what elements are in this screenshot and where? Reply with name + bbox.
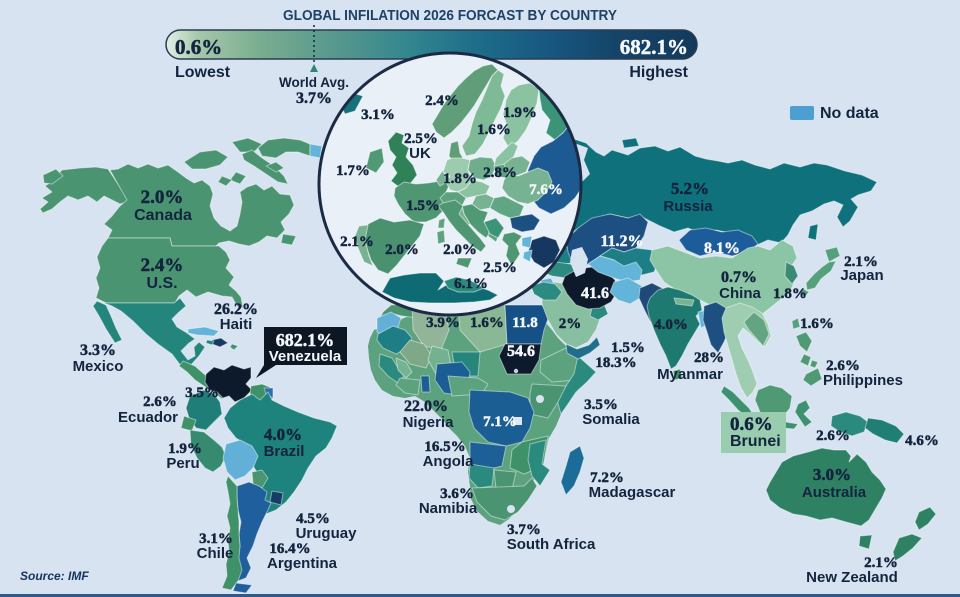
svg-text:3.7%: 3.7% [296, 90, 332, 107]
svg-text:Haiti: Haiti [220, 316, 253, 333]
svg-text:3.5%: 3.5% [185, 385, 219, 401]
svg-text:4.5%: 4.5% [296, 511, 330, 527]
svg-text:0.7%: 0.7% [721, 269, 757, 286]
svg-text:1.6%: 1.6% [800, 316, 834, 332]
svg-text:8.1%: 8.1% [704, 240, 740, 257]
svg-text:11.2%: 11.2% [600, 233, 643, 250]
svg-text:New Zealand: New Zealand [806, 569, 898, 586]
svg-text:682.1%: 682.1% [620, 35, 688, 59]
svg-text:Mexico: Mexico [73, 358, 124, 375]
svg-text:2.0%: 2.0% [443, 242, 477, 258]
svg-text:2.0%: 2.0% [385, 242, 419, 258]
svg-text:Lowest: Lowest [175, 64, 231, 81]
svg-text:2.8%: 2.8% [483, 165, 517, 181]
svg-text:Highest: Highest [629, 64, 688, 81]
svg-text:No data: No data [820, 105, 879, 122]
svg-text:7.1%: 7.1% [483, 414, 517, 430]
svg-text:Canada: Canada [134, 207, 192, 224]
svg-text:3.1%: 3.1% [199, 531, 233, 547]
svg-text:4.0%: 4.0% [654, 317, 688, 333]
svg-text:2.4%: 2.4% [141, 255, 184, 276]
svg-text:1.5%: 1.5% [406, 198, 440, 214]
svg-text:China: China [719, 285, 761, 302]
svg-text:7.6%: 7.6% [529, 182, 563, 198]
svg-text:18.3%: 18.3% [595, 355, 636, 371]
svg-text:World Avg.: World Avg. [279, 75, 349, 90]
svg-text:3.5%: 3.5% [584, 397, 618, 413]
svg-text:3.6%: 3.6% [440, 486, 474, 502]
svg-text:16.4%: 16.4% [269, 541, 310, 557]
svg-text:28%: 28% [694, 350, 724, 366]
svg-text:4.0%: 4.0% [264, 425, 302, 444]
svg-text:3.9%: 3.9% [426, 315, 460, 331]
svg-text:Chile: Chile [197, 545, 234, 562]
svg-text:2.1%: 2.1% [340, 234, 374, 250]
svg-text:41.6: 41.6 [581, 285, 609, 302]
svg-text:6.1%: 6.1% [454, 276, 488, 292]
svg-text:1.7%: 1.7% [336, 163, 370, 179]
svg-text:4.6%: 4.6% [905, 433, 939, 449]
svg-text:Angola: Angola [423, 453, 474, 470]
svg-text:1.8%: 1.8% [773, 286, 807, 302]
svg-text:Myanmar: Myanmar [657, 366, 723, 383]
svg-text:Russia: Russia [663, 198, 713, 215]
svg-text:Namibia: Namibia [419, 500, 478, 517]
svg-text:UK: UK [409, 145, 431, 162]
svg-text:1.9%: 1.9% [168, 441, 202, 457]
svg-text:2%: 2% [559, 316, 582, 332]
svg-text:1.5%: 1.5% [611, 340, 645, 356]
svg-text:22.0%: 22.0% [404, 398, 448, 415]
svg-text:1.6%: 1.6% [470, 315, 504, 331]
svg-text:South Africa: South Africa [507, 536, 596, 553]
svg-text:Australia: Australia [802, 484, 867, 501]
svg-text:2.5%: 2.5% [483, 260, 517, 276]
svg-text:Ecuador: Ecuador [118, 409, 178, 426]
svg-text:7.2%: 7.2% [590, 470, 624, 486]
svg-text:3.3%: 3.3% [80, 342, 116, 359]
svg-text:Madagascar: Madagascar [589, 484, 676, 501]
svg-text:Source: IMF: Source: IMF [20, 569, 89, 583]
svg-text:0.6%: 0.6% [175, 35, 222, 59]
svg-text:Venezuela: Venezuela [269, 348, 342, 365]
svg-text:0.6%: 0.6% [730, 414, 773, 435]
svg-text:682.1%: 682.1% [276, 330, 335, 350]
svg-text:3.0%: 3.0% [813, 465, 851, 484]
svg-text:2.6%: 2.6% [826, 358, 860, 374]
svg-text:U.S.: U.S. [146, 275, 177, 292]
svg-text:3.1%: 3.1% [361, 107, 395, 123]
svg-text:3.7%: 3.7% [507, 522, 541, 538]
svg-text:2.0%: 2.0% [141, 187, 184, 208]
svg-text:2.1%: 2.1% [844, 254, 878, 270]
svg-text:54.6: 54.6 [507, 343, 535, 360]
svg-text:26.2%: 26.2% [214, 301, 258, 318]
svg-text:Philippines: Philippines [823, 372, 903, 389]
svg-text:11.8: 11.8 [512, 315, 537, 331]
svg-text:1.6%: 1.6% [477, 122, 511, 138]
svg-text:Brazil: Brazil [264, 443, 305, 460]
svg-text:Argentina: Argentina [267, 555, 338, 572]
svg-text:2.6%: 2.6% [816, 428, 850, 444]
svg-text:Japan: Japan [840, 267, 883, 284]
svg-text:GLOBAL INFILATION 2026 FORCAST: GLOBAL INFILATION 2026 FORCAST BY COUNTR… [283, 8, 617, 24]
svg-text:Nigeria: Nigeria [403, 414, 455, 431]
svg-text:2.1%: 2.1% [864, 555, 898, 571]
svg-text:Uruguay: Uruguay [296, 525, 358, 542]
svg-text:2.4%: 2.4% [425, 93, 459, 109]
svg-text:16.5%: 16.5% [424, 439, 465, 455]
svg-text:Somalia: Somalia [582, 411, 640, 428]
svg-text:2.6%: 2.6% [143, 394, 177, 410]
svg-text:Brunei: Brunei [730, 433, 781, 450]
svg-text:Peru: Peru [166, 455, 199, 472]
svg-text:1.8%: 1.8% [443, 171, 477, 187]
svg-text:2.5%: 2.5% [404, 131, 438, 147]
svg-text:5.2%: 5.2% [671, 179, 709, 198]
svg-text:1.9%: 1.9% [503, 105, 537, 121]
